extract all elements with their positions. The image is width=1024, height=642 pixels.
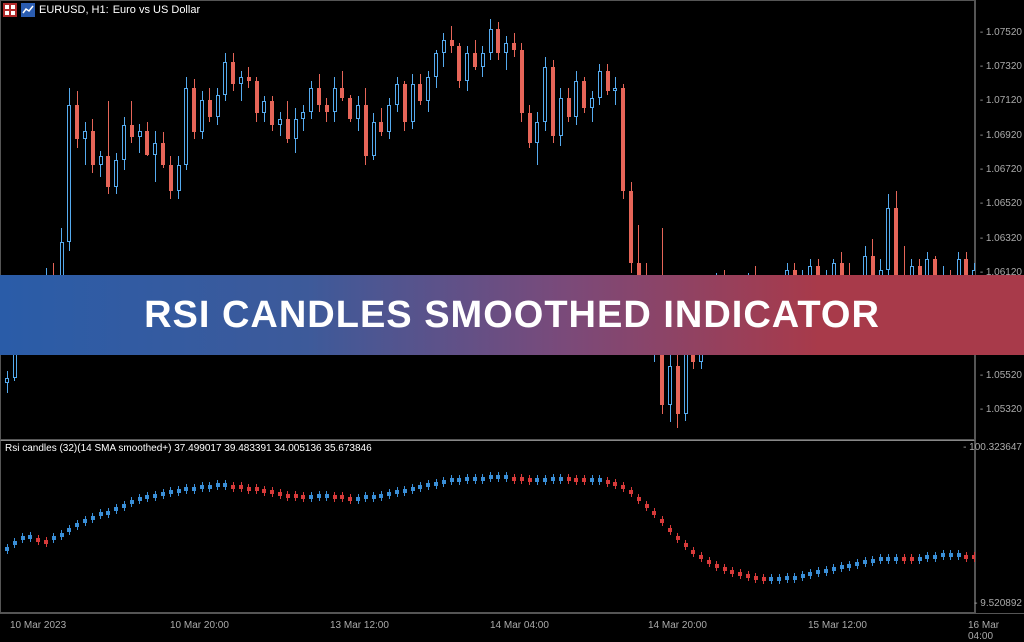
price-tick: 1.05520 — [986, 370, 1022, 381]
title-banner: RSI CANDLES SMOOTHED INDICATOR — [0, 275, 1024, 355]
time-tick: 13 Mar 12:00 — [330, 620, 389, 631]
chart-icon[interactable] — [21, 3, 35, 17]
time-tick: 10 Mar 20:00 — [170, 620, 229, 631]
main-price-chart[interactable]: EURUSD, H1: Euro vs US Dollar — [0, 0, 975, 440]
ind-tick: 9.520892 — [980, 598, 1022, 609]
symbol-label: EURUSD, H1: — [39, 4, 109, 16]
ind-tick: 100.323647 — [969, 442, 1022, 453]
price-tick: 1.06720 — [986, 164, 1022, 175]
grid-icon[interactable] — [3, 3, 17, 17]
price-tick: 1.07520 — [986, 27, 1022, 38]
time-tick: 14 Mar 20:00 — [648, 620, 707, 631]
price-tick: 1.06520 — [986, 198, 1022, 209]
price-tick: 1.05320 — [986, 404, 1022, 415]
time-tick: 15 Mar 12:00 — [808, 620, 867, 631]
banner-text: RSI CANDLES SMOOTHED INDICATOR — [144, 294, 880, 337]
price-tick: 1.06320 — [986, 233, 1022, 244]
price-y-axis[interactable]: 1.07520 1.07320 1.07120 1.06920 1.06720 1.065… — [975, 0, 1024, 440]
time-tick: 14 Mar 04:00 — [490, 620, 549, 631]
indicator-panel[interactable]: Rsi candles (32)(14 SMA smoothed+) 37.49… — [0, 440, 975, 613]
chart-header: EURUSD, H1: Euro vs US Dollar — [3, 2, 200, 18]
time-tick: 10 Mar 2023 — [10, 620, 66, 631]
time-tick: 16 Mar 04:00 — [968, 620, 1024, 642]
price-tick: 1.07120 — [986, 95, 1022, 106]
symbol-desc: Euro vs US Dollar — [113, 4, 200, 16]
indicator-y-axis[interactable]: 100.3236479.520892 — [975, 440, 1024, 613]
time-x-axis[interactable]: 10 Mar 2023 10 Mar 20:00 13 Mar 12:00 14 Ma… — [0, 613, 1024, 640]
price-tick: 1.06920 — [986, 130, 1022, 141]
price-tick: 1.07320 — [986, 61, 1022, 72]
indicator-label: Rsi candles (32)(14 SMA smoothed+) 37.49… — [5, 443, 372, 454]
